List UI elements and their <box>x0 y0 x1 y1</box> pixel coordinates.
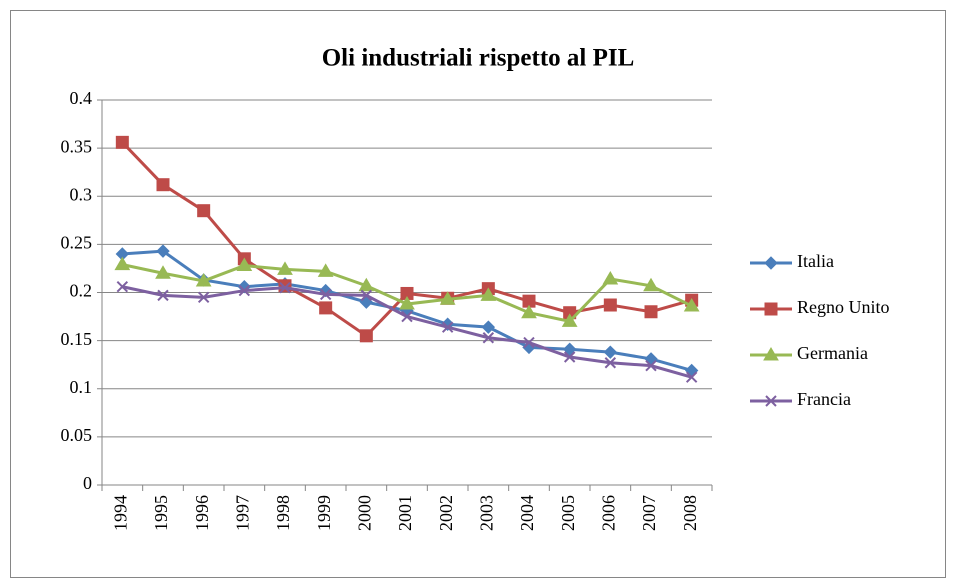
y-tick-label: 0.05 <box>61 425 93 445</box>
legend-label: Regno Unito <box>797 297 890 317</box>
marker <box>155 265 171 279</box>
marker <box>645 359 657 372</box>
legend-marker <box>765 395 777 407</box>
x-tick-label: 2007 <box>639 495 659 531</box>
x-tick-label: 2005 <box>558 495 578 531</box>
marker <box>157 289 169 302</box>
marker <box>763 347 779 361</box>
marker <box>319 288 332 301</box>
x-tick-label: 2001 <box>395 495 415 531</box>
x-tick-label: 2003 <box>476 495 496 531</box>
marker <box>277 261 293 275</box>
marker <box>441 321 454 333</box>
marker <box>114 256 131 271</box>
y-tick-label: 0.2 <box>70 281 93 301</box>
marker <box>319 301 333 315</box>
marker <box>521 304 537 319</box>
marker <box>278 279 292 293</box>
y-tick-label: 0.35 <box>61 136 93 156</box>
marker <box>317 263 334 277</box>
y-tick-label: 0.15 <box>61 329 93 349</box>
marker <box>644 305 658 319</box>
x-tick-label: 1998 <box>273 495 293 531</box>
x-tick-label: 2000 <box>354 495 374 531</box>
marker <box>562 342 577 356</box>
marker <box>439 291 456 305</box>
marker <box>683 297 700 312</box>
x-tick-label: 1997 <box>232 495 252 531</box>
marker <box>561 313 578 327</box>
marker <box>197 291 210 304</box>
legend-label: Francia <box>797 389 851 409</box>
marker <box>481 320 496 334</box>
marker <box>358 277 375 292</box>
marker <box>764 256 778 270</box>
marker <box>279 281 291 294</box>
legend-marker <box>764 302 778 316</box>
y-tick-label: 0 <box>83 473 92 493</box>
x-tick-label: 1999 <box>314 495 334 531</box>
marker <box>603 298 617 312</box>
marker <box>602 271 619 285</box>
x-tick-label: 2008 <box>680 495 700 531</box>
chart-border <box>10 10 946 578</box>
marker <box>115 135 129 149</box>
marker <box>156 178 170 192</box>
x-tick-label: 2006 <box>598 495 618 531</box>
legend-label: Italia <box>797 251 834 271</box>
y-tick-label: 0.1 <box>70 377 93 397</box>
marker <box>238 284 251 297</box>
marker <box>765 395 777 407</box>
marker <box>236 257 253 272</box>
marker <box>685 371 698 383</box>
marker <box>563 351 576 363</box>
legend-label: Germania <box>797 343 868 363</box>
x-tick-label: 2002 <box>436 495 456 531</box>
marker <box>482 332 495 344</box>
legend-marker <box>764 256 778 270</box>
marker <box>195 272 212 287</box>
marker <box>480 287 497 301</box>
marker <box>197 204 211 218</box>
marker <box>764 302 778 316</box>
y-tick-label: 0.4 <box>70 88 93 108</box>
y-tick-label: 0.25 <box>61 233 93 253</box>
x-tick-label: 1994 <box>110 495 130 531</box>
marker <box>643 277 659 292</box>
marker <box>401 310 413 323</box>
marker <box>156 244 170 258</box>
marker <box>603 345 618 359</box>
x-tick-label: 2004 <box>517 495 537 531</box>
legend-marker <box>763 347 779 361</box>
chart-title: Oli industriali rispetto al PIL <box>322 45 635 72</box>
marker <box>399 296 415 310</box>
x-tick-label: 1995 <box>151 495 171 531</box>
marker <box>604 357 617 369</box>
y-tick-label: 0.3 <box>70 184 93 204</box>
marker <box>116 281 129 293</box>
x-tick-label: 1996 <box>192 495 212 531</box>
marker <box>360 289 373 302</box>
marker <box>359 329 373 343</box>
marker <box>523 336 535 349</box>
